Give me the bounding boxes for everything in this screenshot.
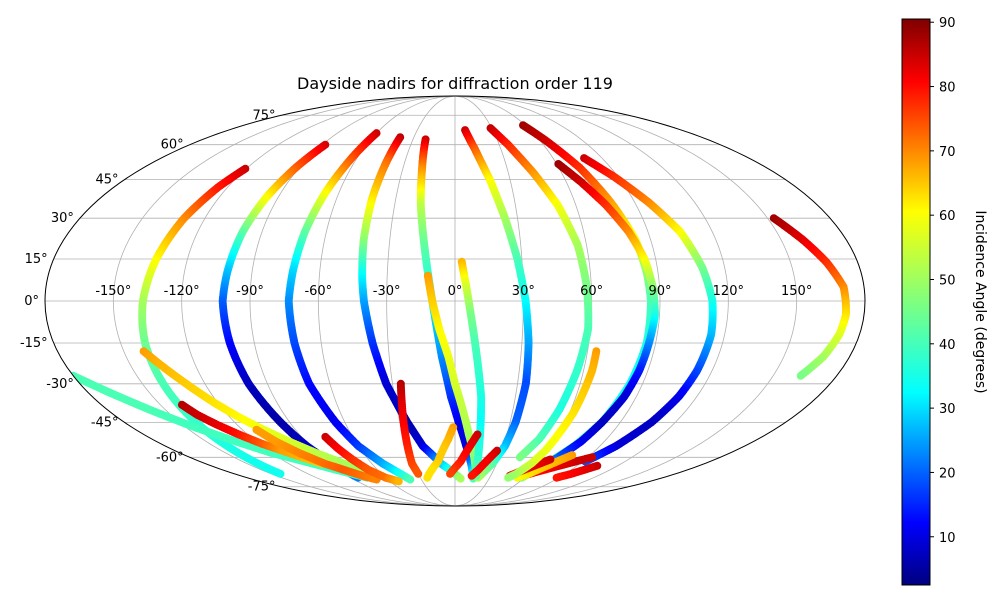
- colorbar-tick-label: 20: [939, 466, 956, 481]
- lat-tick-label: 75°: [252, 108, 275, 123]
- colorbar-tick-label: 90: [939, 16, 956, 31]
- data-point: [504, 473, 513, 482]
- lon-tick-label: 30°: [512, 284, 535, 299]
- scatter-points: [69, 121, 850, 486]
- lat-tick-label: 30°: [51, 211, 74, 226]
- lon-tick-label: -90°: [236, 284, 264, 299]
- data-point: [796, 371, 805, 380]
- colorbar-gradient: [901, 18, 931, 586]
- lon-tick-label: 90°: [648, 284, 671, 299]
- lat-tick-label: -45°: [91, 415, 119, 430]
- colorbar-ticks: 10 20 30 40 50 60 70 80 90: [930, 16, 956, 546]
- lat-tick-label: -30°: [46, 377, 74, 392]
- lon-tick-label: 0°: [448, 284, 463, 299]
- lat-tick-label: -15°: [20, 336, 48, 351]
- data-point: [276, 469, 285, 478]
- colorbar-tick-label: 60: [939, 209, 956, 224]
- colorbar-label: Incidence Angle (degrees): [972, 210, 988, 393]
- lat-tick-label: 45°: [96, 173, 119, 188]
- lat-tick-label: 0°: [24, 294, 39, 309]
- colorbar-tick-label: 30: [939, 402, 956, 417]
- grid-meridian: [112, 95, 456, 507]
- colorbar-tick-label: 10: [939, 531, 956, 546]
- data-point: [414, 469, 423, 478]
- data-point: [423, 473, 432, 482]
- lat-tick-label: -75°: [248, 480, 276, 495]
- data-point: [552, 473, 561, 482]
- graticule-grid: [45, 95, 865, 507]
- data-point: [515, 453, 524, 462]
- lat-tick-label: -60°: [156, 450, 184, 465]
- lon-tick-label: -120°: [164, 284, 200, 299]
- colorbar-tick-label: 40: [939, 338, 956, 353]
- lon-tick-label: -60°: [304, 284, 332, 299]
- grid-meridian: [454, 95, 729, 507]
- lon-tick-label: 120°: [713, 284, 744, 299]
- data-point: [456, 474, 465, 483]
- lat-tick-label: 15°: [25, 252, 48, 267]
- colorbar: 10 20 30 40 50 60 70 80 90 Incidence Angle (degr…: [901, 16, 988, 586]
- lat-tick-label: 60°: [161, 138, 184, 153]
- data-point: [467, 471, 476, 480]
- colorbar-tick-label: 70: [939, 145, 956, 160]
- grid-meridian: [454, 95, 798, 507]
- chart-title: Dayside nadirs for diffraction order 119: [297, 74, 613, 93]
- lon-tick-label: 60°: [580, 284, 603, 299]
- data-point: [394, 477, 403, 486]
- data-point: [446, 469, 455, 478]
- lon-tick-label: -150°: [95, 284, 131, 299]
- data-point: [406, 475, 415, 484]
- colorbar-tick-label: 50: [939, 273, 956, 288]
- lon-tick-label: 150°: [781, 284, 812, 299]
- lon-tick-label: -30°: [373, 284, 401, 299]
- colorbar-tick-label: 80: [939, 81, 956, 96]
